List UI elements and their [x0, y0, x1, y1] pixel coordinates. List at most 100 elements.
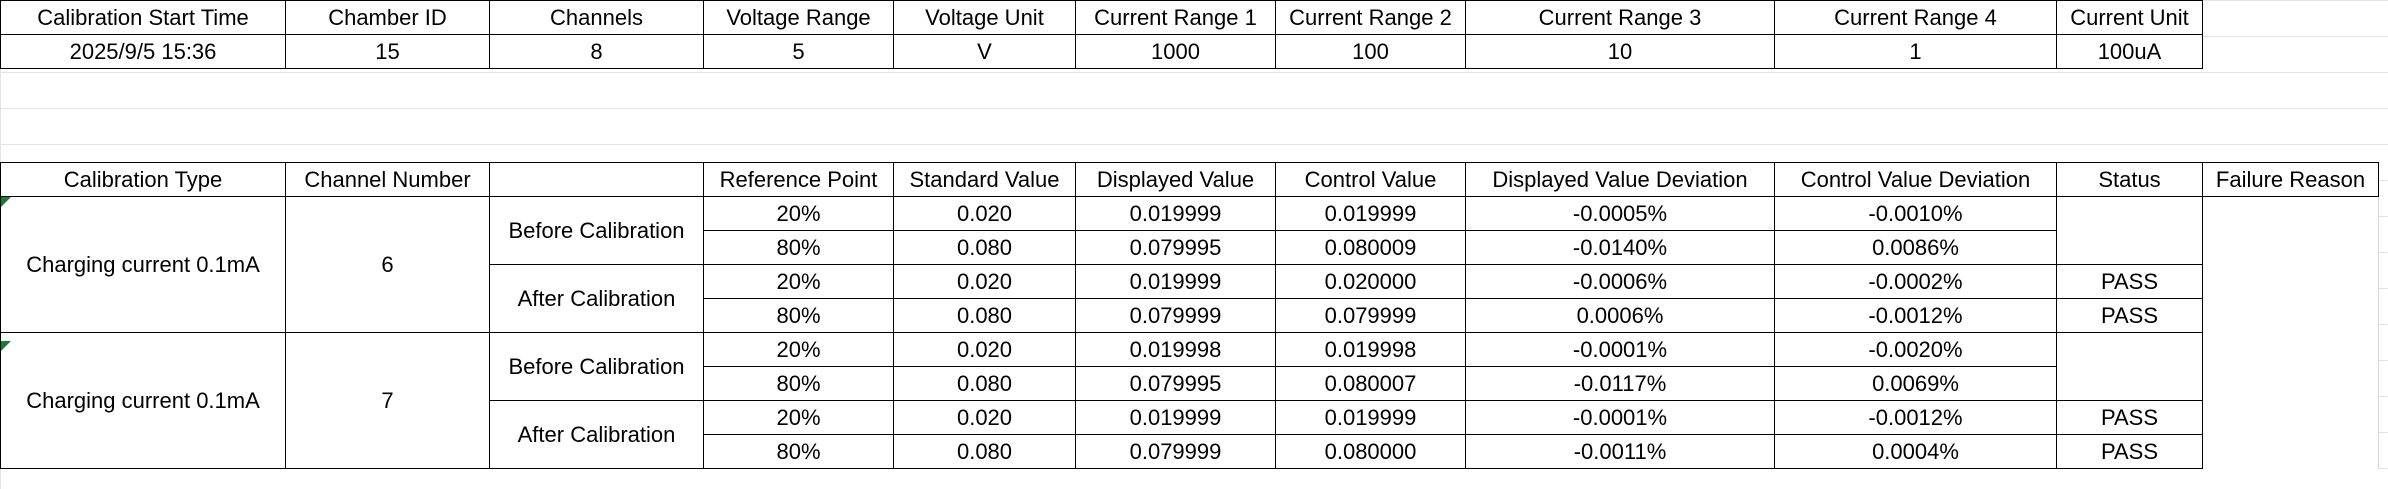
- cell-control-value[interactable]: 0.080009: [1275, 230, 1466, 265]
- cell-channel-number[interactable]: 6: [285, 196, 490, 333]
- header-current-range-4[interactable]: Current Range 4: [1774, 0, 2057, 35]
- cell-displayed-value-deviation[interactable]: 0.0006%: [1465, 298, 1775, 333]
- cell-displayed-value[interactable]: 0.019999: [1075, 264, 1276, 299]
- cell-displayed-value-deviation[interactable]: -0.0005%: [1465, 196, 1775, 231]
- cell-calibration-type[interactable]: Charging current 0.1mA: [0, 196, 286, 333]
- cell-control-value[interactable]: 0.080000: [1275, 434, 1466, 469]
- cell-phase-label[interactable]: Before Calibration: [489, 196, 704, 265]
- cell-reference-point[interactable]: 80%: [703, 230, 894, 265]
- cell-control-value[interactable]: 0.019999: [1275, 196, 1466, 231]
- header-voltage-range[interactable]: Voltage Range: [703, 0, 894, 35]
- header-current-range-3[interactable]: Current Range 3: [1465, 0, 1775, 35]
- cell-displayed-value-deviation[interactable]: -0.0117%: [1465, 366, 1775, 401]
- cell-displayed-value-deviation[interactable]: -0.0140%: [1465, 230, 1775, 265]
- cell-standard-value[interactable]: 0.080: [893, 366, 1076, 401]
- cell-displayed-value[interactable]: 0.079999: [1075, 434, 1276, 469]
- cell-control-value-deviation[interactable]: -0.0010%: [1774, 196, 2057, 231]
- header-failure-reason[interactable]: Failure Reason: [2202, 162, 2379, 197]
- cell-failure-reason[interactable]: [2202, 332, 2379, 367]
- cell-reference-point[interactable]: 20%: [703, 196, 894, 231]
- cell-displayed-value[interactable]: 0.019999: [1075, 400, 1276, 435]
- cell-failure-reason[interactable]: [2202, 434, 2379, 469]
- header-chamber-id[interactable]: Chamber ID: [285, 0, 490, 35]
- header-calibration-type[interactable]: Calibration Type: [0, 162, 286, 197]
- cell-failure-reason[interactable]: [2202, 400, 2379, 435]
- header-displayed-value[interactable]: Displayed Value: [1075, 162, 1276, 197]
- cell-displayed-value[interactable]: 0.019999: [1075, 196, 1276, 231]
- cell-status[interactable]: [2056, 332, 2203, 401]
- cell-phase-label[interactable]: After Calibration: [489, 400, 704, 469]
- cell-failure-reason[interactable]: [2202, 230, 2379, 265]
- cell-control-value-deviation[interactable]: -0.0012%: [1774, 400, 2057, 435]
- cell-status[interactable]: PASS: [2056, 400, 2203, 435]
- header-current-unit[interactable]: Current Unit: [2056, 0, 2203, 35]
- cell-phase-label[interactable]: After Calibration: [489, 264, 704, 333]
- cell-control-value[interactable]: 0.019999: [1275, 400, 1466, 435]
- cell-displayed-value[interactable]: 0.019998: [1075, 332, 1276, 367]
- cell-reference-point[interactable]: 80%: [703, 298, 894, 333]
- header-calibration-start-time[interactable]: Calibration Start Time: [0, 0, 286, 35]
- cell-displayed-value-deviation[interactable]: -0.0006%: [1465, 264, 1775, 299]
- cell-standard-value[interactable]: 0.020: [893, 196, 1076, 231]
- header-reference-point[interactable]: Reference Point: [703, 162, 894, 197]
- cell-failure-reason[interactable]: [2202, 196, 2379, 231]
- cell-displayed-value-deviation[interactable]: -0.0011%: [1465, 434, 1775, 469]
- header-status[interactable]: Status: [2056, 162, 2203, 197]
- cell-displayed-value-deviation[interactable]: -0.0001%: [1465, 400, 1775, 435]
- header-voltage-unit[interactable]: Voltage Unit: [893, 0, 1076, 35]
- header-control-value[interactable]: Control Value: [1275, 162, 1466, 197]
- cell-channel-number[interactable]: 7: [285, 332, 490, 469]
- cell-reference-point[interactable]: 80%: [703, 366, 894, 401]
- header-channel-number[interactable]: Channel Number: [285, 162, 490, 197]
- cell-status[interactable]: PASS: [2056, 264, 2203, 299]
- cell-standard-value[interactable]: 0.080: [893, 230, 1076, 265]
- cell-current-unit[interactable]: 100uA: [2056, 34, 2203, 69]
- cell-control-value-deviation[interactable]: 0.0004%: [1774, 434, 2057, 469]
- cell-phase-label[interactable]: Before Calibration: [489, 332, 704, 401]
- cell-voltage-unit[interactable]: V: [893, 34, 1076, 69]
- cell-failure-reason[interactable]: [2202, 264, 2379, 299]
- cell-standard-value[interactable]: 0.080: [893, 298, 1076, 333]
- header-displayed-value-deviation[interactable]: Displayed Value Deviation: [1465, 162, 1775, 197]
- cell-calibration-start-time[interactable]: 2025/9/5 15:36: [0, 34, 286, 69]
- cell-displayed-value[interactable]: 0.079995: [1075, 230, 1276, 265]
- cell-current-range-4[interactable]: 1: [1774, 34, 2057, 69]
- cell-control-value[interactable]: 0.019998: [1275, 332, 1466, 367]
- cell-reference-point[interactable]: 20%: [703, 400, 894, 435]
- cell-calibration-type[interactable]: Charging current 0.1mA: [0, 332, 286, 469]
- header-standard-value[interactable]: Standard Value: [893, 162, 1076, 197]
- cell-reference-point[interactable]: 20%: [703, 332, 894, 367]
- cell-control-value-deviation[interactable]: -0.0012%: [1774, 298, 2057, 333]
- cell-status[interactable]: [2056, 196, 2203, 265]
- cell-control-value-deviation[interactable]: -0.0020%: [1774, 332, 2057, 367]
- cell-current-range-3[interactable]: 10: [1465, 34, 1775, 69]
- cell-status[interactable]: PASS: [2056, 434, 2203, 469]
- cell-failure-reason[interactable]: [2202, 366, 2379, 401]
- cell-reference-point[interactable]: 80%: [703, 434, 894, 469]
- cell-control-value-deviation[interactable]: -0.0002%: [1774, 264, 2057, 299]
- cell-standard-value[interactable]: 0.080: [893, 434, 1076, 469]
- cell-control-value[interactable]: 0.079999: [1275, 298, 1466, 333]
- cell-current-range-2[interactable]: 100: [1275, 34, 1466, 69]
- cell-channels[interactable]: 8: [489, 34, 704, 69]
- cell-standard-value[interactable]: 0.020: [893, 400, 1076, 435]
- cell-reference-point[interactable]: 20%: [703, 264, 894, 299]
- header-current-range-1[interactable]: Current Range 1: [1075, 0, 1276, 35]
- cell-voltage-range[interactable]: 5: [703, 34, 894, 69]
- cell-standard-value[interactable]: 0.020: [893, 332, 1076, 367]
- cell-status[interactable]: PASS: [2056, 298, 2203, 333]
- cell-displayed-value-deviation[interactable]: -0.0001%: [1465, 332, 1775, 367]
- cell-control-value[interactable]: 0.020000: [1275, 264, 1466, 299]
- cell-control-value-deviation[interactable]: 0.0086%: [1774, 230, 2057, 265]
- header-control-value-deviation[interactable]: Control Value Deviation: [1774, 162, 2057, 197]
- header-channels[interactable]: Channels: [489, 0, 704, 35]
- cell-standard-value[interactable]: 0.020: [893, 264, 1076, 299]
- cell-control-value-deviation[interactable]: 0.0069%: [1774, 366, 2057, 401]
- cell-failure-reason[interactable]: [2202, 298, 2379, 333]
- header-phase-blank[interactable]: [489, 162, 704, 197]
- header-current-range-2[interactable]: Current Range 2: [1275, 0, 1466, 35]
- cell-current-range-1[interactable]: 1000: [1075, 34, 1276, 69]
- cell-chamber-id[interactable]: 15: [285, 34, 490, 69]
- cell-displayed-value[interactable]: 0.079995: [1075, 366, 1276, 401]
